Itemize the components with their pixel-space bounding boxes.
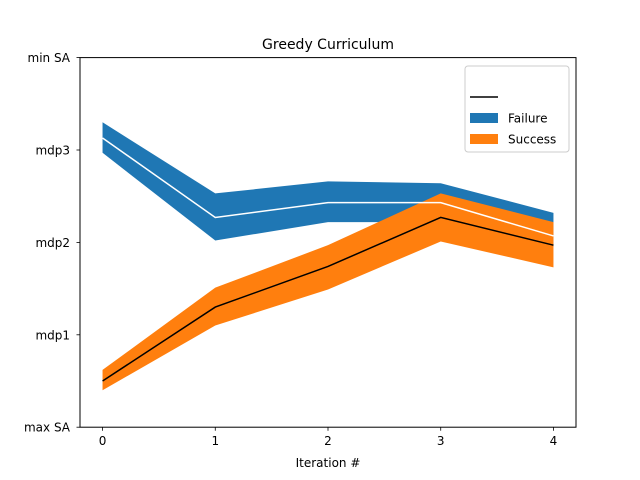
x-axis-label: Iteration #: [296, 456, 361, 470]
band-success: [102, 193, 554, 391]
legend-label-failure: Failure: [508, 112, 547, 126]
legend-frame: [464, 65, 570, 153]
legend-swatch-success: [470, 134, 498, 144]
y-tick-label: mdp1: [35, 328, 70, 342]
y-tick-label: mdp3: [35, 144, 70, 158]
x-tick-label: 4: [550, 434, 558, 448]
legend-label-success: Success: [508, 133, 556, 147]
mean-line-success: [102, 216, 554, 382]
legend: Failure Success: [464, 65, 570, 153]
chart-title: Greedy Curriculum: [262, 37, 394, 53]
y-tick-label: mdp2: [35, 236, 70, 250]
x-axis: 0 1 2 3 4: [99, 427, 558, 448]
y-tick-label: max SA: [24, 421, 71, 435]
x-tick-label: 2: [324, 434, 332, 448]
x-tick-label: 0: [99, 434, 107, 448]
x-tick-label: 1: [211, 434, 219, 448]
mean-line-failure: [102, 137, 554, 237]
legend-swatch-failure: [470, 113, 498, 123]
y-axis: max SA mdp1 mdp2 mdp3 min SA: [24, 51, 80, 435]
y-tick-label: min SA: [28, 51, 71, 65]
x-tick-label: 3: [437, 434, 445, 448]
plot-area: [102, 122, 554, 391]
